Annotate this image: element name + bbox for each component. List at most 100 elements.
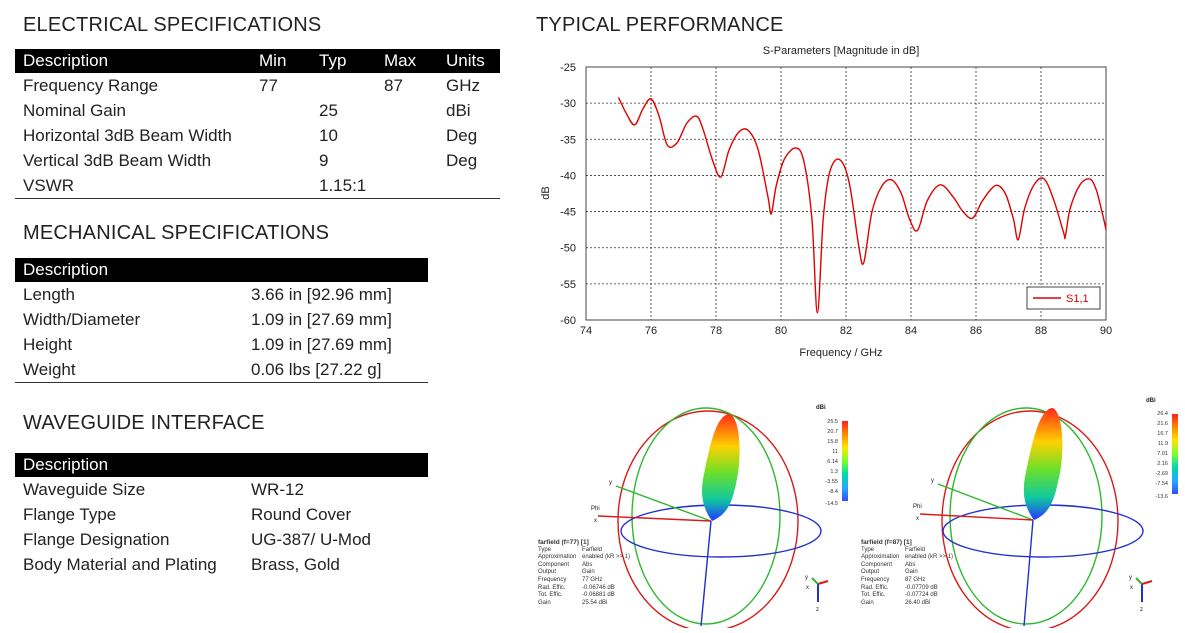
colorbar-unit: dBi — [1146, 398, 1156, 404]
chart-title: S-Parameters [Magnitude in dB] — [763, 45, 920, 57]
info-key: Tot. Effic. — [538, 592, 563, 599]
cell-description: Nominal Gain — [23, 100, 126, 120]
y-axis-letter: y — [931, 478, 934, 484]
cell-description: Vertical 3dB Beam Width — [23, 150, 212, 170]
x-tick-label: 80 — [775, 325, 787, 337]
column-header-min: Min — [251, 49, 311, 73]
cell-value: Brass, Gold — [251, 554, 340, 574]
cell-typ — [311, 73, 376, 98]
electrical-specs-heading: ELECTRICAL SPECIFICATIONS — [23, 14, 322, 36]
info-value: -0.07724 dB — [905, 592, 938, 599]
y-tick-label: -60 — [560, 315, 576, 327]
x-tick-label: 76 — [645, 325, 657, 337]
colorbar-tick: 11 — [832, 449, 838, 455]
info-value: enabled (kR >> 1) — [582, 554, 631, 561]
y-axis-letter: y — [609, 480, 612, 486]
farfield-info-title: farfield (f=77) [1] — [538, 539, 589, 546]
table-row: Weight 0.06 lbs [27.22 g] — [15, 357, 428, 383]
table-row: Waveguide Size WR-12 — [15, 477, 428, 502]
y-tick-label: -55 — [560, 279, 576, 291]
cell-units — [438, 173, 500, 199]
column-header-description: Description — [15, 453, 428, 477]
cell-min — [251, 148, 311, 173]
info-value: Abs — [905, 561, 916, 568]
farfield-plot-right: y Phi x y x z — [858, 398, 1178, 632]
cell-max — [376, 98, 438, 123]
cell-description: Frequency Range — [23, 75, 159, 95]
farfield-plot-left: y Phi x y x z — [536, 398, 856, 632]
cell-label: Body Material and Plating — [23, 554, 217, 574]
farfield-3d-view-left: y Phi x y x z — [591, 407, 829, 632]
y-tick-label: -50 — [560, 243, 576, 255]
svg-text:x: x — [806, 585, 809, 591]
plot-area — [585, 66, 1107, 321]
table-header-row: Description Min Typ Max Units — [15, 49, 500, 73]
info-key: Component — [538, 561, 570, 568]
info-value: Gain — [905, 569, 918, 576]
radiation-lobe-left — [701, 414, 740, 521]
cell-label: Length — [23, 284, 75, 304]
table-row: Height 1.09 in [27.69 mm] — [15, 332, 428, 357]
cell-value: WR-12 — [251, 479, 304, 499]
table-row: Length 3.66 in [92.96 mm] — [15, 282, 428, 307]
y-axis-label: dB — [540, 186, 552, 199]
cell-min — [251, 98, 311, 123]
s-parameter-chart: S-Parameters [Magnitude in dB] -25 -30 -35… — [535, 40, 1135, 370]
series-line-s11 — [617, 97, 1107, 314]
info-value: 77 GHz — [582, 576, 603, 583]
x-tick-label: 88 — [1035, 325, 1047, 337]
info-value: 87 GHz — [905, 576, 926, 583]
table-row: VSWR 1.15:1 — [15, 173, 500, 199]
cell-units: dBi — [446, 100, 471, 120]
info-key: Gain — [861, 599, 874, 606]
x-tick-label: 74 — [580, 325, 592, 337]
y-tick-label: -30 — [560, 98, 576, 110]
info-key: Type — [861, 546, 875, 553]
cell-min — [251, 173, 311, 199]
x-tick-label: 82 — [840, 325, 852, 337]
y-tick-label: -45 — [560, 207, 576, 219]
info-value: 25.54 dBi — [582, 599, 608, 606]
x-tick-label: 90 — [1100, 325, 1112, 337]
cell-value: 3.66 in [92.96 mm] — [251, 284, 392, 304]
phi-label: Phi — [591, 506, 600, 512]
table-header-row: Description — [15, 258, 428, 282]
cell-label: Height — [23, 334, 73, 354]
table-row: Frequency Range 77 87 GHz — [15, 73, 500, 98]
info-key: Approximation — [538, 554, 577, 561]
colorbar-tick: -3.55 — [825, 479, 838, 485]
colorbar-tick: 11.9 — [1157, 441, 1168, 447]
legend-box — [1026, 286, 1101, 310]
column-header-description: Description — [15, 49, 251, 73]
info-key: Tot. Effic. — [861, 592, 886, 599]
cell-max — [376, 148, 438, 173]
svg-text:z: z — [1140, 607, 1143, 613]
radiation-lobe-right — [1023, 408, 1063, 520]
table-header-row: Description — [15, 453, 428, 477]
info-key: Component — [861, 561, 893, 568]
x-tick-label: 86 — [970, 325, 982, 337]
table-row: Width/Diameter 1.09 in [27.69 mm] — [15, 307, 428, 332]
electrical-specs-table: Description Min Typ Max Units Frequency … — [15, 49, 500, 199]
cell-min: 77 — [259, 75, 278, 95]
info-key: Frequency — [861, 576, 890, 583]
cell-description: Horizontal 3dB Beam Width — [23, 125, 232, 145]
farfield-3d-view-right: y Phi x y x z — [913, 407, 1153, 632]
cell-typ: 1.15:1 — [319, 175, 367, 195]
info-value: -0.06881 dB — [582, 592, 615, 599]
cell-label: Weight — [23, 359, 76, 379]
colorbar-right: dBi 26.4 21.6 16.7 11.9 7.01 2.16 -2.69 … — [1146, 398, 1178, 500]
cell-min — [251, 123, 311, 148]
info-value: 26.40 dBi — [905, 599, 931, 606]
cell-max — [376, 173, 438, 199]
info-key: Output — [861, 569, 880, 576]
colorbar-tick: -2.69 — [1155, 471, 1168, 477]
cell-units: Deg — [446, 125, 478, 145]
svg-text:x: x — [1130, 585, 1133, 591]
x-tick-label: 78 — [710, 325, 722, 337]
colorbar-tick: -14.5 — [825, 501, 838, 507]
info-value: Gain — [582, 569, 595, 576]
cell-label: Flange Type — [23, 504, 117, 524]
table-row: Flange Designation UG-387/ U-Mod — [15, 527, 428, 552]
farfield-info-left: farfield (f=77) [1] Type Farfield Approxi… — [538, 539, 630, 607]
